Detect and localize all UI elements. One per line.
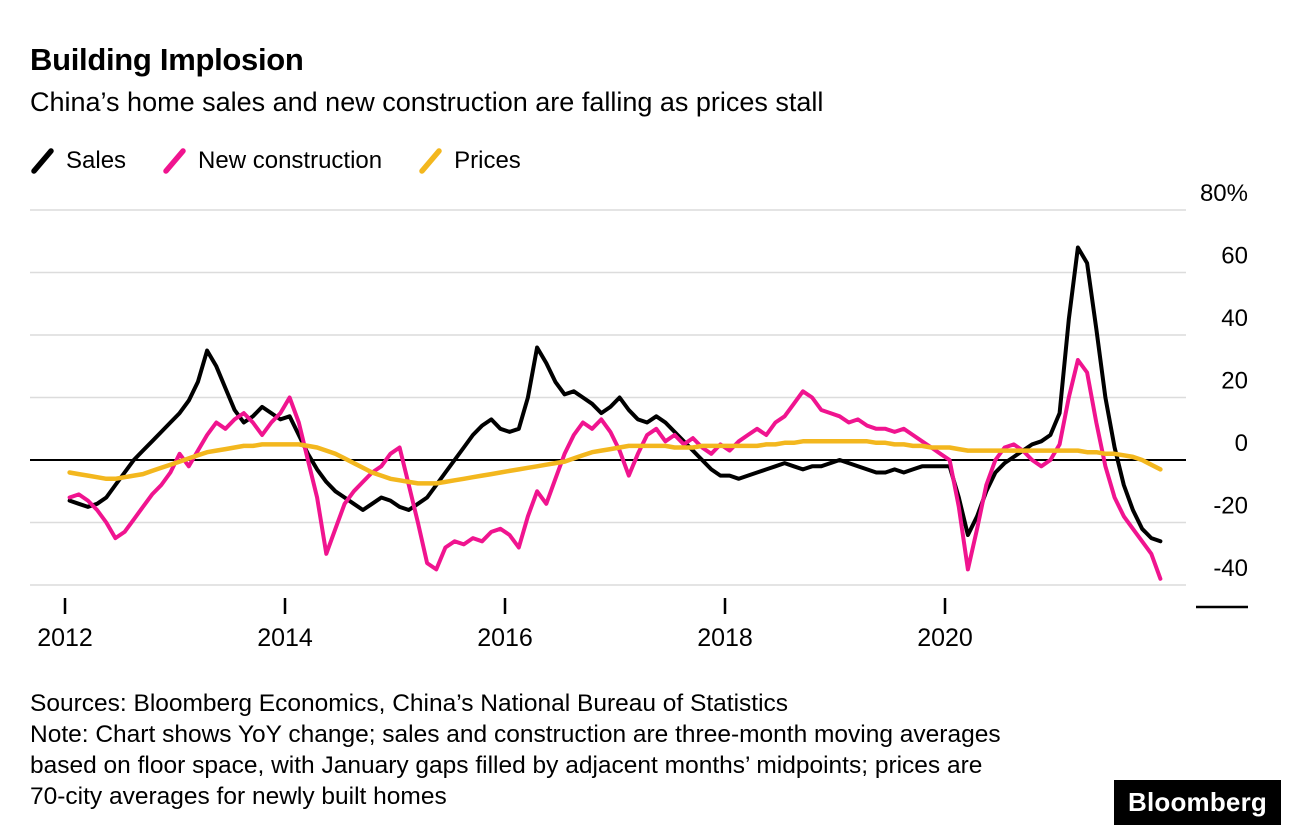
legend-item-sales: Sales xyxy=(30,147,126,175)
chart-subtitle: China’s home sales and new construction … xyxy=(30,87,824,117)
legend-item-new-construction: New construction xyxy=(162,147,382,175)
legend-label-prices: Prices xyxy=(454,147,521,174)
y-axis-tick-label: -40 xyxy=(1213,555,1248,582)
y-axis-tick-label: 80% xyxy=(1200,180,1248,207)
legend-swatch-sales-icon xyxy=(31,148,54,174)
series-line-prices xyxy=(67,439,1163,486)
chart-legend: Sales New construction Prices xyxy=(30,147,521,175)
sources-line: Sources: Bloomberg Economics, China’s Na… xyxy=(30,690,789,717)
bloomberg-logo: Bloomberg xyxy=(1113,780,1281,825)
y-axis-tick-label: 40 xyxy=(1221,305,1248,332)
x-axis-tick-label: 2016 xyxy=(477,624,533,652)
x-axis-tick-label: 2014 xyxy=(257,624,313,652)
y-axis-tick-label: 0 xyxy=(1235,430,1248,457)
x-axis-tick-label: 2012 xyxy=(37,624,93,652)
series-line-sales xyxy=(67,245,1163,544)
y-axis-tick-label: 60 xyxy=(1221,243,1248,270)
y-axis-tick-label: 20 xyxy=(1221,368,1248,395)
series-line-new-construction xyxy=(67,358,1163,581)
y-axis-tick-label: -20 xyxy=(1213,493,1248,520)
chart-title: Building Implosion xyxy=(30,42,304,77)
legend-item-prices: Prices xyxy=(418,147,521,175)
legend-swatch-prices-icon xyxy=(419,148,442,174)
note-line: Note: Chart shows YoY change; sales and … xyxy=(30,721,1001,810)
legend-label-sales: Sales xyxy=(66,147,127,174)
chart-canvas: 80% 60 40 20 0 -20 -40 2012 2014 2016 2018 2020 xyxy=(30,180,1248,652)
chart-footer: Sources: Bloomberg Economics, China’s Na… xyxy=(30,688,1015,812)
x-axis-tick-label: 2020 xyxy=(917,624,973,652)
x-axis-tick-label: 2018 xyxy=(697,624,753,652)
legend-label-new-construction: New construction xyxy=(198,147,383,174)
legend-swatch-new-construction-icon xyxy=(163,148,186,174)
